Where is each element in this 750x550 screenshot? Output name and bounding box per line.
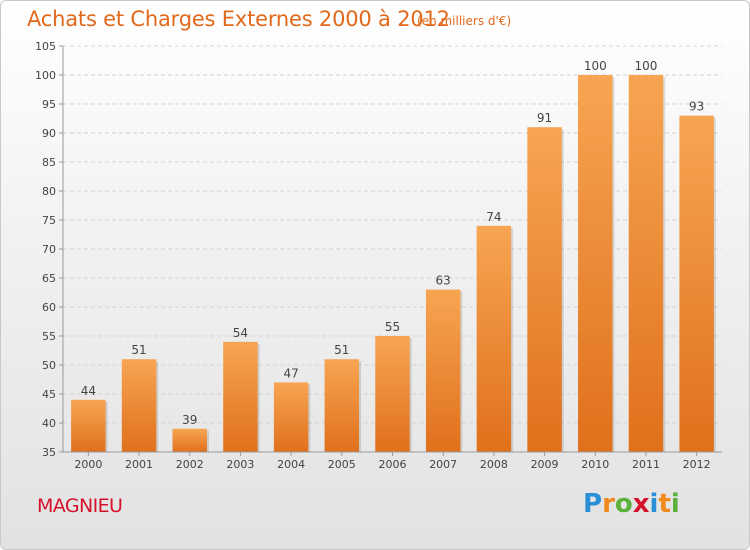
y-tick-label: 100 [35, 69, 56, 82]
y-tick-label: 45 [42, 388, 56, 401]
bar [223, 341, 258, 452]
bar [476, 225, 512, 452]
y-tick-label: 105 [35, 40, 56, 53]
x-tick-label: 2001 [125, 458, 153, 471]
bar-value-label: 100 [635, 59, 658, 73]
x-tick-label: 2004 [277, 458, 305, 471]
bar [679, 115, 714, 452]
x-tick-label: 2009 [531, 458, 559, 471]
bar-value-label: 54 [233, 326, 248, 340]
y-tick-label: 55 [42, 330, 56, 343]
x-tick-label: 2005 [328, 458, 356, 471]
bar-value-label: 100 [584, 59, 607, 73]
bar-value-label: 47 [283, 366, 298, 380]
x-tick-label: 2000 [74, 458, 102, 471]
y-tick-label: 85 [42, 156, 56, 169]
bar [324, 359, 360, 452]
y-tick-label: 95 [42, 98, 56, 111]
chart-unit: (en milliers d'€) [417, 14, 512, 28]
x-tick-label: 2003 [226, 458, 254, 471]
bar [425, 289, 461, 452]
bar-value-label: 51 [334, 343, 349, 357]
y-tick-label: 65 [42, 272, 56, 285]
bar-value-label: 93 [689, 100, 704, 114]
bar-value-label: 44 [81, 384, 96, 398]
x-tick-label: 2012 [683, 458, 711, 471]
bar-value-label: 51 [131, 343, 146, 357]
bar [578, 75, 613, 452]
y-tick-label: 40 [42, 417, 56, 430]
y-tick-label: 35 [42, 446, 56, 459]
x-tick-label: 2002 [176, 458, 204, 471]
bar-value-label: 39 [182, 413, 197, 427]
proxiti-logo: Proxiti [583, 489, 680, 519]
bar-value-label: 74 [486, 210, 501, 224]
bar-value-label: 63 [436, 274, 451, 288]
bar-value-label: 55 [385, 320, 400, 334]
x-tick-label: 2010 [581, 458, 609, 471]
bar [273, 382, 309, 452]
chart-title: Achats et Charges Externes 2000 à 2012 [27, 7, 450, 31]
y-tick-label: 50 [42, 359, 56, 372]
bar [527, 127, 562, 452]
bar [121, 359, 157, 452]
y-tick-label: 90 [42, 127, 56, 140]
x-tick-label: 2007 [429, 458, 457, 471]
bar [375, 336, 410, 452]
y-tick-label: 70 [42, 243, 56, 256]
commune-name: MAGNIEU [37, 495, 123, 517]
x-tick-label: 2011 [632, 458, 660, 471]
bar-value-label: 91 [537, 111, 552, 125]
x-tick-label: 2008 [480, 458, 508, 471]
x-tick-label: 2006 [379, 458, 407, 471]
bar [172, 428, 207, 452]
bar [71, 399, 106, 452]
bar [628, 75, 664, 452]
y-tick-label: 80 [42, 185, 56, 198]
y-tick-label: 60 [42, 301, 56, 314]
y-tick-label: 75 [42, 214, 56, 227]
